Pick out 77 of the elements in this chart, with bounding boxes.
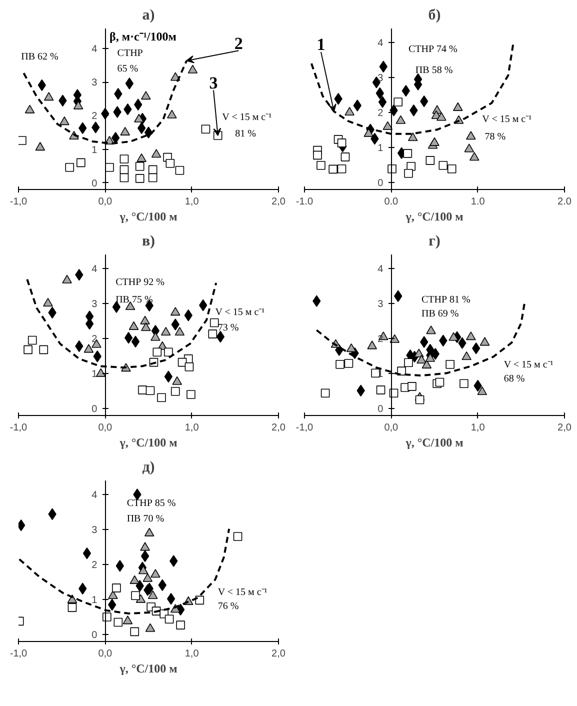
x-tick-label: 2,0 xyxy=(272,196,286,208)
y-tick-label: 2 xyxy=(378,108,384,119)
x-axis-title: γ, °C/100 м xyxy=(118,436,178,450)
x-tick-label: 1.0 xyxy=(470,196,486,208)
x-tick-label: -1,0 xyxy=(10,422,28,434)
x-tick-label: 2.0 xyxy=(558,196,572,208)
annotation: 81 % xyxy=(235,128,256,140)
annotation: 78 % xyxy=(484,132,506,142)
annotation: 1 xyxy=(316,35,326,54)
y-tick-label: 3 xyxy=(378,73,384,84)
annotation: 68 % xyxy=(504,373,525,384)
x-tick-label: 0.0 xyxy=(384,196,399,208)
x-axis-title: γ, °C/100 м xyxy=(404,210,464,224)
x-tick-label: 1,0 xyxy=(184,648,200,660)
x-tick-label: 2,0 xyxy=(272,648,286,660)
x-tick-label: 1,0 xyxy=(184,196,200,208)
y-tick-label: 3 xyxy=(92,78,98,89)
x-tick-label: 0,0 xyxy=(384,422,399,434)
x-tick-label: -1,0 xyxy=(10,648,28,660)
x-tick-label: 2,0 xyxy=(272,422,286,434)
x-tick-label: 0,0 xyxy=(98,196,113,208)
annotation: ПВ 62 % xyxy=(21,52,58,63)
annotation: СТНР xyxy=(117,48,144,60)
y-axis-title: β, м·с⁻¹/100м xyxy=(110,30,176,44)
y-tick-label: 0 xyxy=(378,404,384,415)
annotation: V < 15 м с⁻¹ xyxy=(482,114,532,125)
y-tick-label: 2 xyxy=(92,334,98,345)
y-tick-label: 1 xyxy=(378,143,384,154)
chart-title: в) xyxy=(142,234,156,250)
annotation: СТНР 85 % xyxy=(126,498,176,509)
y-tick-label: 3 xyxy=(378,299,384,310)
annotation: СТНР 81 % xyxy=(422,294,470,306)
y-tick-label: 0 xyxy=(92,404,98,415)
x-tick-label: -1,0 xyxy=(296,422,314,434)
annotation: V < 15 м с⁻¹ xyxy=(215,306,265,318)
y-tick-label: 2 xyxy=(92,560,98,571)
annotation: ПВ 58 % xyxy=(415,65,453,76)
annotation: 3 xyxy=(209,74,218,93)
chart-title: б) xyxy=(428,8,441,24)
x-tick-label: 0,0 xyxy=(98,422,113,434)
y-tick-label: 1 xyxy=(92,595,98,606)
annotation: СТНР 74 % xyxy=(408,44,458,55)
x-tick-label: -1,0 xyxy=(10,196,28,208)
x-tick-label: 2,0 xyxy=(558,422,572,434)
chart-title: г) xyxy=(428,234,440,250)
y-tick-label: 4 xyxy=(92,264,98,275)
y-tick-label: 0 xyxy=(378,178,384,189)
annotation: V < 15 м с⁻¹ xyxy=(218,587,268,598)
y-tick-label: 0 xyxy=(92,630,98,641)
y-tick-label: 3 xyxy=(92,299,98,310)
y-tick-label: 1 xyxy=(92,144,98,156)
annotation: V < 15 м с⁻¹ xyxy=(504,359,554,370)
x-axis-title: γ, °C/100 м xyxy=(118,210,178,224)
x-tick-label: -1.0 xyxy=(296,196,314,208)
x-axis-title: γ, °C/100 м xyxy=(118,662,178,676)
annotation: ПВ 69 % xyxy=(422,308,459,320)
annotation: 2 xyxy=(234,34,243,53)
annotation: СТНР 92 % xyxy=(116,277,164,288)
y-tick-label: 3 xyxy=(92,525,98,536)
x-tick-label: 0,0 xyxy=(98,648,113,660)
x-tick-label: 1,0 xyxy=(470,422,486,434)
y-tick-label: 4 xyxy=(92,44,98,56)
x-axis-title: γ, °C/100 м xyxy=(404,436,464,450)
annotation: 65 % xyxy=(117,63,138,74)
y-tick-label: 4 xyxy=(92,490,98,501)
chart-title: д) xyxy=(142,460,155,476)
x-tick-label: 1,0 xyxy=(184,422,200,434)
y-tick-label: 1 xyxy=(92,369,98,380)
chart-title: а) xyxy=(142,8,155,24)
annotation: ПВ 70 % xyxy=(126,514,164,524)
y-tick-label: 4 xyxy=(378,264,384,275)
annotation: V < 15 м с⁻¹ xyxy=(222,112,272,123)
y-tick-label: 0 xyxy=(92,178,98,190)
annotation: 76 % xyxy=(218,601,239,612)
y-tick-label: 4 xyxy=(378,38,384,49)
annotation: 73 % xyxy=(218,322,239,334)
y-tick-label: 2 xyxy=(92,111,98,122)
